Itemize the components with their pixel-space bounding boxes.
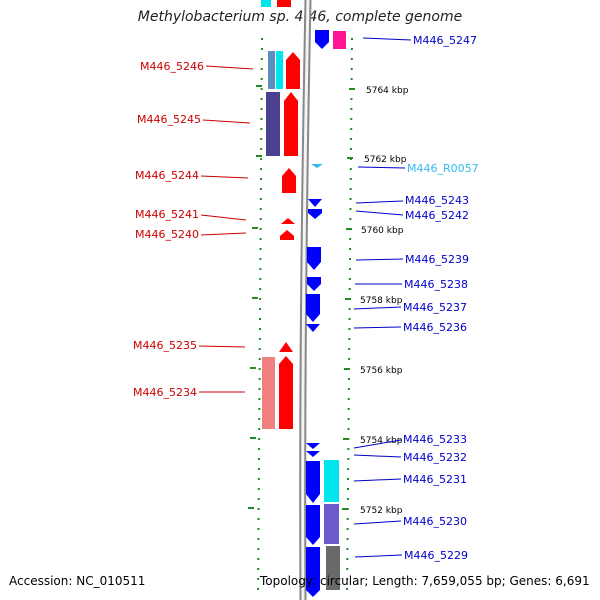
gene-arrow-reverse [306,451,320,457]
reverse-genes [306,30,329,597]
orf-track-right [324,31,346,590]
gene-label-left[interactable]: M446_5244 [135,169,199,182]
gene-label-right[interactable]: M446_5243 [405,194,469,207]
forward-genes [277,0,300,429]
gene-arrow-forward [279,342,293,352]
gene-arrow-reverse [306,461,320,503]
gene-arrow-forward [279,356,293,429]
gene-arrow-reverse [306,547,320,597]
gene-label-right[interactable]: M446_5233 [403,433,467,446]
gene-label-left[interactable]: M446_5246 [140,60,204,73]
gene-label-left[interactable]: M446_5240 [135,228,199,241]
gene-label-right[interactable]: M446_5237 [403,301,467,314]
gene-label-left[interactable]: M446_5245 [137,113,201,126]
right-dotted-track [346,37,353,599]
tick-label: 5758 kbp [360,296,403,306]
gene-label-left[interactable]: M446_5241 [135,208,199,221]
gene-arrow-forward [280,230,294,240]
tick-label: 5762 kbp [364,155,407,165]
left-leaders [198,65,254,393]
gene-arrow-reverse [306,294,320,322]
gene-arrow-forward [277,0,291,7]
gene-arrow-reverse [315,30,329,49]
topology-text: Topology: circular; Length: 7,659,055 bp… [260,574,590,588]
gene-label-right[interactable]: M446_5247 [413,34,477,47]
gene-arrow-forward [286,52,300,89]
gene-label-right[interactable]: M446_5231 [403,473,467,486]
gene-arrow-forward [281,218,295,224]
accession-text: Accession: NC_010511 [9,574,146,588]
gene-arrow-reverse [307,247,321,270]
gene-label-right[interactable]: M446_5229 [404,549,468,562]
tick-label: 5760 kbp [361,226,404,236]
genome-backbone-inner [301,0,310,600]
gene-arrow-reverse [308,199,322,207]
gene-arrow-forward [282,168,296,193]
trna-feature [311,164,323,168]
gene-arrow-reverse [306,505,320,545]
tick-label: 5752 kbp [360,506,403,516]
tick-marks [248,85,355,510]
gene-label-right[interactable]: M446_5232 [403,451,467,464]
gene-label-right[interactable]: M446_5238 [404,278,468,291]
right-leaders [353,37,412,558]
gene-arrow-forward [284,92,298,156]
gene-label-right[interactable]: M446_5242 [405,209,469,222]
gene-label-right[interactable]: M446_5236 [403,321,467,334]
gene-arrow-reverse [307,277,321,291]
tick-label: 5754 kbp [360,436,403,446]
gene-label-right[interactable]: M446_R0057 [407,162,479,175]
gene-arrow-reverse [306,324,320,332]
tick-label: 5764 kbp [366,86,409,96]
gene-arrow-reverse [306,443,320,449]
left-dotted-track [257,37,263,599]
map-title: Methylobacterium sp. 4-46, complete geno… [137,9,463,25]
gene-label-right[interactable]: M446_5239 [405,253,469,266]
gene-label-left[interactable]: M446_5235 [133,339,197,352]
orf-track-left [261,0,283,429]
gene-arrow-reverse [308,209,322,219]
gene-label-left[interactable]: M446_5234 [133,386,197,399]
gene-label-right[interactable]: M446_5230 [403,515,467,528]
tick-label: 5756 kbp [360,366,403,376]
